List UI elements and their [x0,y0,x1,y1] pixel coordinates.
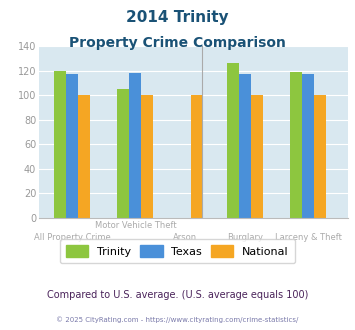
Bar [191,95,203,218]
Text: Burglary: Burglary [227,233,263,242]
Text: 2014 Trinity: 2014 Trinity [126,10,229,25]
Bar [129,73,141,218]
Bar [239,74,251,218]
Bar [290,72,302,218]
Bar [118,89,129,218]
Text: All Property Crime: All Property Crime [34,233,111,242]
Legend: Trinity, Texas, National: Trinity, Texas, National [60,239,295,263]
Bar [66,74,78,218]
Text: Compared to U.S. average. (U.S. average equals 100): Compared to U.S. average. (U.S. average … [47,290,308,300]
Text: Motor Vehicle Theft: Motor Vehicle Theft [94,221,176,230]
Text: © 2025 CityRating.com - https://www.cityrating.com/crime-statistics/: © 2025 CityRating.com - https://www.city… [56,317,299,323]
Bar [141,95,153,218]
Bar [227,63,239,218]
Bar [251,95,263,218]
Text: Larceny & Theft: Larceny & Theft [275,233,342,242]
Text: Arson: Arson [173,233,197,242]
Bar [314,95,326,218]
Text: Property Crime Comparison: Property Crime Comparison [69,36,286,50]
Bar [78,95,90,218]
Bar [302,74,314,218]
Bar [54,71,66,218]
